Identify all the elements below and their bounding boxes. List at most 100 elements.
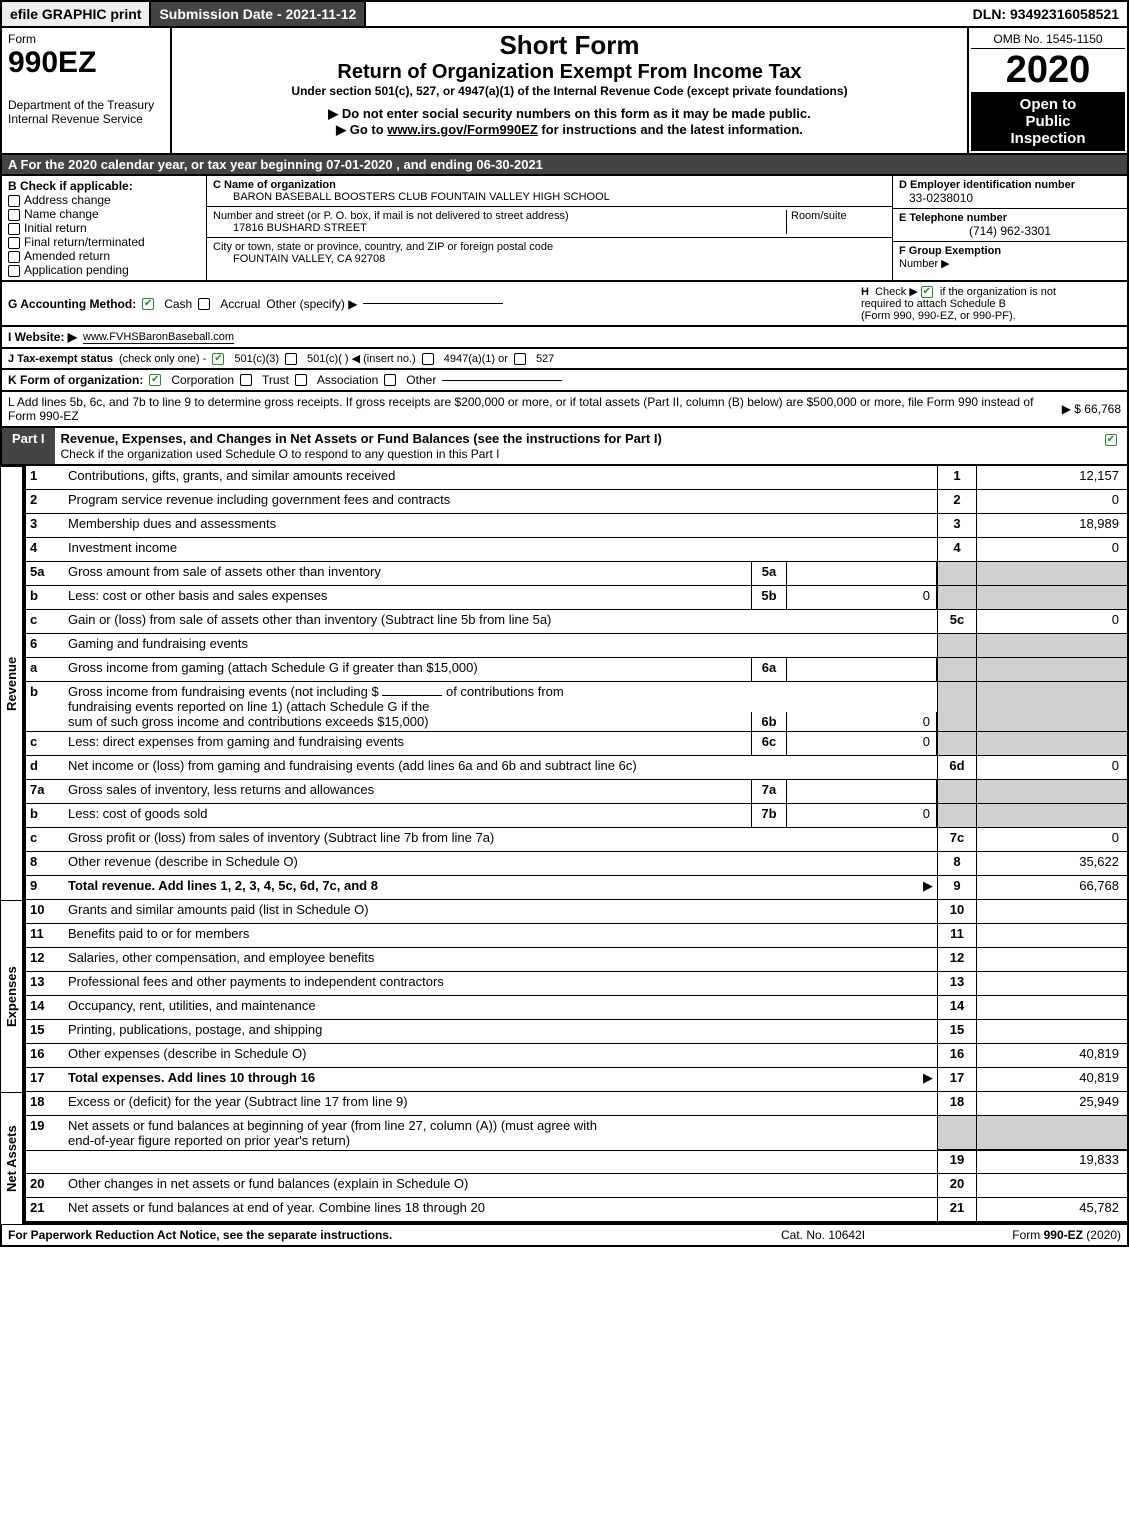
form-990ez: 990EZ	[8, 46, 164, 80]
n3: 3	[26, 514, 64, 537]
n7a: 7a	[26, 780, 64, 803]
chk-accrual[interactable]	[198, 298, 210, 310]
amt13	[977, 972, 1127, 995]
chk-cash[interactable]: ✔	[142, 298, 154, 310]
return-title: Return of Organization Exempt From Incom…	[178, 61, 961, 84]
website-value[interactable]: www.FVHSBaronBaseball.com	[83, 331, 234, 344]
row-g-h: G Accounting Method: ✔Cash Accrual Other…	[0, 282, 1129, 327]
ln1: 1	[937, 466, 977, 489]
ln14: 14	[937, 996, 977, 1019]
amt6b-grey	[977, 682, 1127, 731]
n6d: d	[26, 756, 64, 779]
open-line3: Inspection	[975, 130, 1121, 147]
d7a: Gross sales of inventory, less returns a…	[64, 780, 751, 803]
d9: Total revenue. Add lines 1, 2, 3, 4, 5c,…	[64, 876, 937, 899]
other-org-input[interactable]	[442, 380, 562, 381]
chk-other-org[interactable]	[384, 374, 396, 386]
amt7b-grey	[977, 804, 1127, 827]
efile-print-button[interactable]: efile GRAPHIC print	[2, 2, 151, 26]
ln11: 11	[937, 924, 977, 947]
d5b: Less: cost or other basis and sales expe…	[64, 586, 751, 609]
d6b: Gross income from fundraising events (no…	[64, 682, 751, 731]
line-h-check: Check ▶	[875, 286, 918, 298]
n16: 16	[26, 1044, 64, 1067]
open-inspection: Open to Public Inspection	[971, 92, 1125, 151]
amt5b-grey	[977, 586, 1127, 609]
iv5a	[787, 562, 937, 585]
d6b-blank[interactable]	[382, 695, 442, 696]
chk-association[interactable]	[295, 374, 307, 386]
n10: 10	[26, 900, 64, 923]
chk-application-pending[interactable]	[8, 265, 20, 277]
goto-pre: ▶ Go to	[336, 122, 387, 137]
part1-title-text: Revenue, Expenses, and Changes in Net As…	[61, 431, 662, 446]
line-h: H Check ▶ ✔ if the organization is not r…	[861, 285, 1121, 322]
ln9: 9	[937, 876, 977, 899]
ln5a-grey	[937, 562, 977, 585]
in6c: 6c	[751, 732, 787, 755]
chk-schedule-b[interactable]: ✔	[921, 286, 933, 298]
n9: 9	[26, 876, 64, 899]
ln8: 8	[937, 852, 977, 875]
ln7b-grey	[937, 804, 977, 827]
header-right: OMB No. 1545-1150 2020 Open to Public In…	[967, 28, 1127, 153]
city-label: City or town, state or province, country…	[213, 241, 886, 253]
part1-checkbox-cell: ✔	[1099, 428, 1127, 464]
amt1: 12,157	[977, 466, 1127, 489]
d2: Program service revenue including govern…	[64, 490, 937, 513]
amt16: 40,819	[977, 1044, 1127, 1067]
ln10: 10	[937, 900, 977, 923]
row-k: K Form of organization: ✔Corporation Tru…	[0, 370, 1129, 392]
revenue-grid: 1Contributions, gifts, grants, and simil…	[24, 466, 1129, 900]
line-l-amount: ▶ $ 66,768	[1062, 402, 1121, 416]
box-d-e-f: D Employer identification number 33-0238…	[892, 176, 1127, 280]
amt7c: 0	[977, 828, 1127, 851]
chk-final-return[interactable]	[8, 237, 20, 249]
chk-schedule-o-part1[interactable]: ✔	[1105, 434, 1117, 446]
chk-amended-return[interactable]	[8, 251, 20, 263]
chk-4947[interactable]	[422, 353, 434, 365]
chk-name-change[interactable]	[8, 209, 20, 221]
chk-527[interactable]	[514, 353, 526, 365]
ein-label: D Employer identification number	[899, 179, 1121, 191]
chk-address-change[interactable]	[8, 195, 20, 207]
d6b-1: Gross income from fundraising events (no…	[68, 684, 379, 699]
topbar-spacer	[366, 2, 964, 26]
goto-link[interactable]: www.irs.gov/Form990EZ	[387, 122, 538, 137]
lbl-address-change: Address change	[24, 193, 111, 207]
amt4: 0	[977, 538, 1127, 561]
n8: 8	[26, 852, 64, 875]
chk-corporation[interactable]: ✔	[149, 374, 161, 386]
amt21: 45,782	[977, 1198, 1127, 1221]
revenue-sidelabel: Revenue	[0, 466, 24, 900]
expenses-sidelabel: Expenses	[0, 900, 24, 1092]
chk-501c[interactable]	[285, 353, 297, 365]
chk-501c3[interactable]: ✔	[212, 353, 224, 365]
phone-label: E Telephone number	[899, 212, 1121, 224]
n14: 14	[26, 996, 64, 1019]
d6: Gaming and fundraising events	[64, 634, 937, 657]
d21: Net assets or fund balances at end of ye…	[64, 1198, 937, 1221]
street-value: 17816 BUSHARD STREET	[213, 222, 786, 234]
chk-trust[interactable]	[240, 374, 252, 386]
goto-line: ▶ Go to www.irs.gov/Form990EZ for instru…	[178, 122, 961, 138]
iv6b: 0	[787, 712, 937, 731]
short-form-title: Short Form	[178, 30, 961, 61]
amt2: 0	[977, 490, 1127, 513]
n15: 15	[26, 1020, 64, 1043]
d17: Total expenses. Add lines 10 through 16 …	[64, 1068, 937, 1091]
d7c: Gross profit or (loss) from sales of inv…	[64, 828, 937, 851]
lbl-other-specify: Other (specify) ▶	[266, 297, 357, 311]
amt19-greytop	[977, 1116, 1127, 1150]
box-c: C Name of organization BARON BASEBALL BO…	[207, 176, 892, 280]
section-b-c-d: B Check if applicable: Address change Na…	[0, 176, 1129, 282]
chk-initial-return[interactable]	[8, 223, 20, 235]
other-specify-input[interactable]	[363, 303, 503, 304]
lbl-association: Association	[317, 373, 378, 387]
ssn-warning: ▶ Do not enter social security numbers o…	[178, 106, 961, 122]
d4: Investment income	[64, 538, 937, 561]
city-value: FOUNTAIN VALLEY, CA 92708	[213, 253, 886, 265]
ln21: 21	[937, 1198, 977, 1221]
ln5b-grey	[937, 586, 977, 609]
n12: 12	[26, 948, 64, 971]
